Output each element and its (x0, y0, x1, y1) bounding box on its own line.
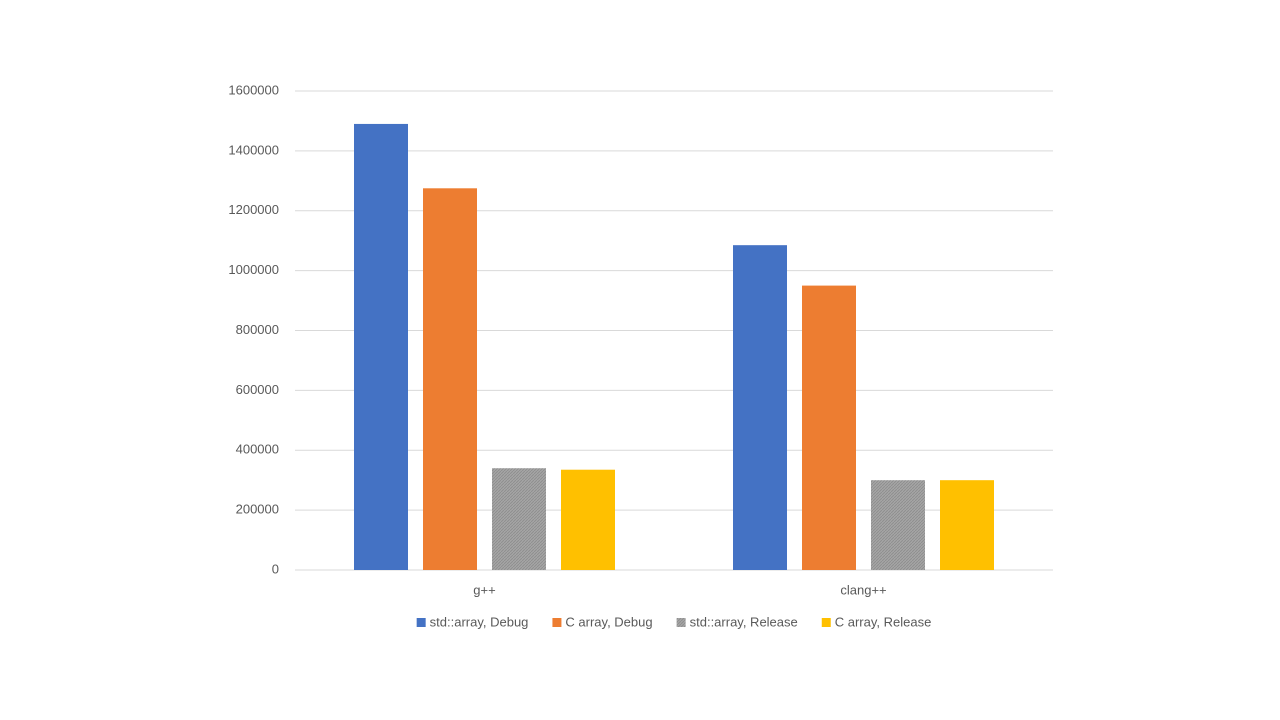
y-tick-label: 0 (272, 561, 279, 576)
y-tick-label: 600000 (236, 382, 279, 397)
bar (802, 285, 856, 570)
y-tick-label: 400000 (236, 442, 279, 457)
bar (561, 469, 615, 570)
legend-swatch (676, 618, 686, 627)
bar (492, 468, 546, 570)
legend-swatch (552, 618, 562, 627)
legend-label: std::array, Debug (430, 614, 529, 629)
legend-label: std::array, Release (690, 614, 798, 629)
x-tick-label: g++ (473, 582, 495, 597)
x-tick-label: clang++ (840, 582, 886, 597)
legend-label: C array, Debug (565, 614, 652, 629)
bar (423, 188, 477, 570)
bar (940, 480, 994, 570)
y-tick-label: 1600000 (228, 82, 279, 97)
bar (354, 123, 408, 571)
legend-label: C array, Release (835, 614, 932, 629)
y-tick-label: 800000 (236, 322, 279, 337)
y-tick-label: 200000 (236, 502, 279, 517)
y-tick-label: 1200000 (228, 202, 279, 217)
y-tick-label: 1000000 (228, 262, 279, 277)
bar (733, 245, 787, 570)
bar (871, 480, 925, 570)
y-tick-label: 1400000 (228, 142, 279, 157)
legend-swatch (821, 618, 831, 627)
legend-swatch (416, 618, 426, 627)
